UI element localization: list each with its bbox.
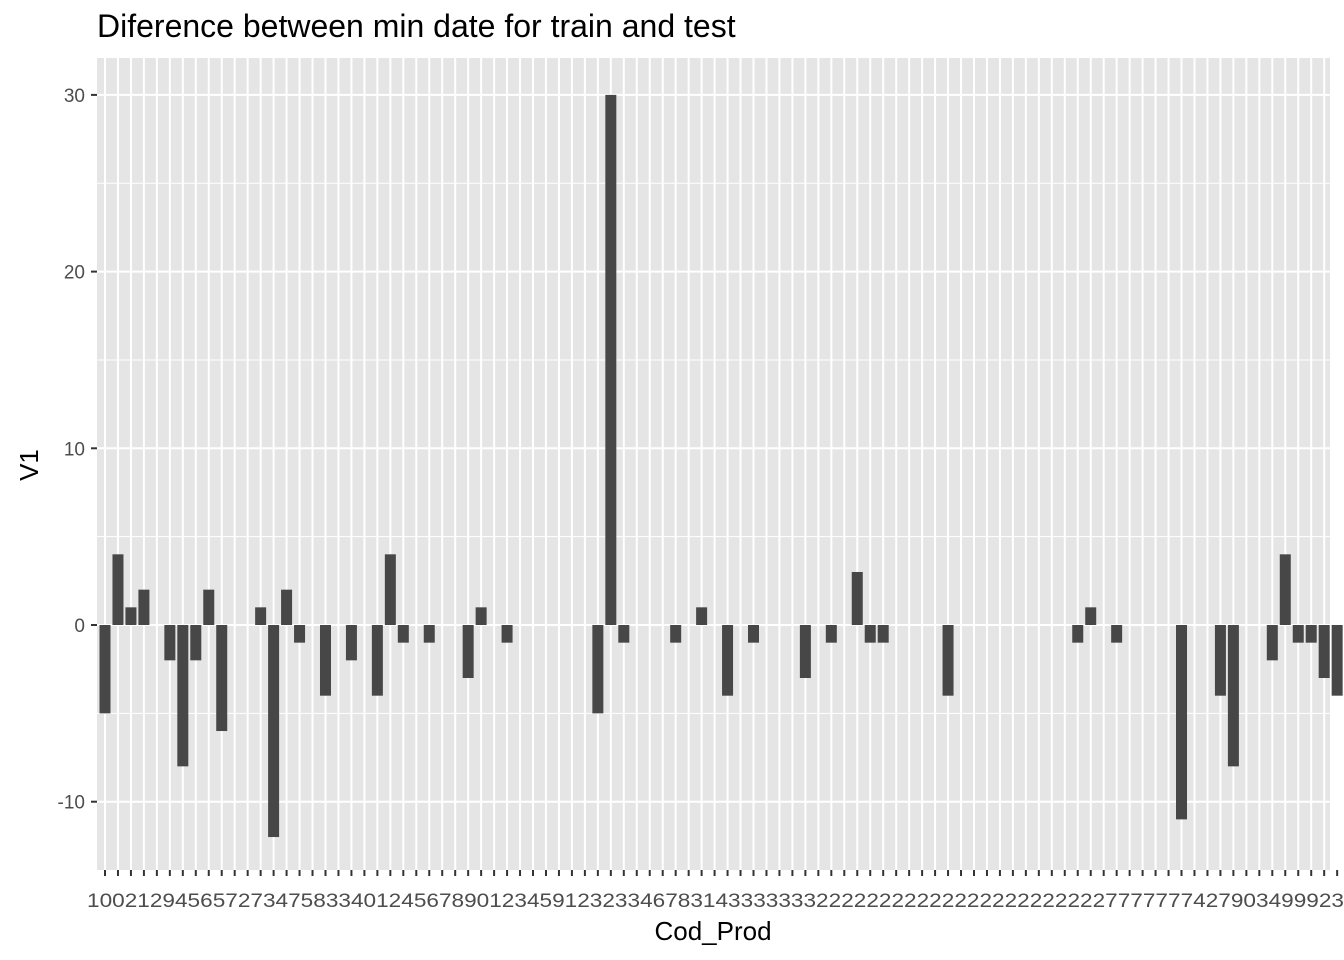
bar: [799, 625, 811, 679]
x-axis-label: Cod_Prod: [654, 916, 771, 946]
bar: [1318, 625, 1330, 679]
bar: [722, 625, 734, 696]
bar: [864, 625, 876, 643]
bar: [851, 571, 863, 625]
bar: [164, 625, 176, 661]
bar: [397, 625, 409, 643]
bar: [203, 589, 215, 625]
x-tick-labels: 1002129456572734758334012456789012345912…: [87, 891, 1344, 912]
plot-panel: [97, 58, 1330, 870]
bar: [1292, 625, 1304, 643]
bar: [294, 625, 306, 643]
bar: [319, 625, 331, 696]
bar: [1266, 625, 1278, 661]
bar: [942, 625, 954, 696]
bar: [670, 625, 682, 643]
bar: [216, 625, 228, 732]
bar: [592, 625, 604, 714]
bar: [877, 625, 889, 643]
bar: [696, 607, 708, 625]
bar: [748, 625, 759, 643]
bar: [190, 625, 202, 661]
bar: [268, 625, 280, 838]
bar: [1214, 625, 1226, 696]
bar: [1111, 625, 1123, 643]
bar: [1279, 554, 1291, 625]
y-tick-label: 20: [64, 263, 85, 284]
bar: [281, 589, 293, 625]
bar: [371, 625, 383, 696]
chart-title: Diference between min date for train and…: [97, 8, 736, 44]
bar: [345, 625, 357, 661]
bar: [605, 94, 617, 625]
bar: [1085, 607, 1097, 625]
axes: -10 0 10 20 30 100212945657273475833401245678…: [58, 86, 1344, 912]
bar: [462, 625, 474, 679]
bar: [1331, 625, 1343, 696]
bar: [475, 607, 487, 625]
bar: [1305, 625, 1317, 643]
bars: [99, 94, 1343, 838]
y-tick-label: -10: [58, 793, 85, 814]
bar: [125, 607, 137, 625]
bar: [177, 625, 189, 767]
grid-lines: [97, 58, 1339, 870]
bar: [825, 625, 837, 643]
bar: [255, 607, 267, 625]
bar: [1072, 625, 1084, 643]
bar: [1176, 625, 1188, 820]
bar: [384, 554, 396, 625]
y-tick-label: 0: [74, 616, 85, 637]
bar: [112, 554, 124, 625]
y-tick-label: 10: [64, 439, 85, 460]
bar: [138, 589, 150, 625]
bar: [99, 625, 111, 714]
bar: [1227, 625, 1239, 767]
bar: [501, 625, 513, 643]
bar: [423, 625, 435, 643]
y-tick-label: 30: [64, 86, 85, 107]
y-axis-label: V1: [14, 449, 44, 481]
bar: [618, 625, 630, 643]
